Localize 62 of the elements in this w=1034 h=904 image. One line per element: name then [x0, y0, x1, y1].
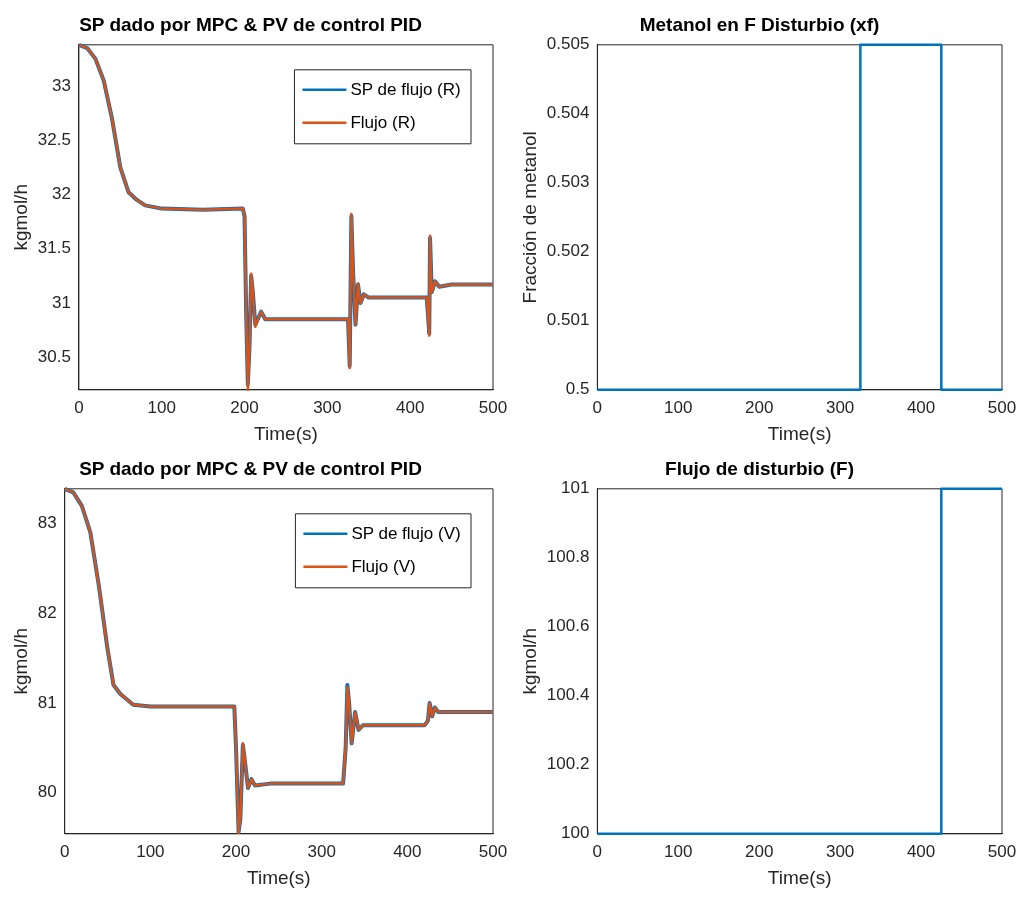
x-tick-label: 0 — [74, 397, 84, 417]
x-tick-label: 200 — [221, 841, 251, 861]
y-tick-label: 83 — [37, 513, 57, 533]
y-tick-label: 80 — [37, 782, 57, 802]
legend-label: Flujo (R) — [350, 113, 416, 133]
y-tick-label: 101 — [560, 478, 590, 498]
y-axis-title: kgmol/h — [9, 184, 31, 251]
y-tick-label: 33 — [51, 75, 71, 95]
x-tick-label: 400 — [393, 841, 422, 861]
y-tick-label: 100.2 — [546, 754, 590, 774]
x-tick-label: 500 — [987, 841, 1017, 861]
x-tick-label: 400 — [906, 841, 936, 861]
legend-label: Flujo (V) — [351, 557, 416, 577]
chart-title: SP dado por MPC & PV de control PID — [79, 13, 422, 35]
y-tick-label: 82 — [37, 603, 57, 623]
y-tick-label: 30.5 — [37, 346, 71, 366]
y-tick-label: 32 — [51, 184, 71, 204]
x-tick-label: 100 — [147, 397, 176, 417]
x-tick-label: 400 — [906, 397, 936, 417]
y-tick-label: 31 — [51, 292, 71, 312]
x-tick-label: 200 — [230, 397, 259, 417]
chart-title: Metanol en F Disturbio (xf) — [639, 13, 880, 35]
x-tick-label: 100 — [664, 397, 693, 417]
x-tick-label: 300 — [825, 397, 855, 417]
y-tick-label: 0.501 — [546, 310, 590, 330]
x-tick-label: 500 — [987, 397, 1017, 417]
x-tick-label: 400 — [395, 397, 425, 417]
x-tick-label: 500 — [478, 397, 508, 417]
y-tick-label: 0.502 — [546, 241, 590, 261]
y-tick-label: 0.505 — [546, 34, 590, 54]
x-tick-label: 300 — [313, 397, 342, 417]
x-axis-title: Time(s) — [767, 866, 832, 888]
x-axis-title: Time(s) — [767, 422, 832, 444]
y-tick-label: 81 — [37, 692, 57, 712]
y-tick-label: 100.4 — [546, 685, 590, 705]
x-tick-label: 100 — [136, 841, 165, 861]
x-tick-label: 0 — [592, 397, 603, 417]
y-axis-title: Fracción de metanol — [518, 131, 540, 304]
x-tick-label: 0 — [59, 841, 70, 861]
y-tick-label: 100.8 — [546, 547, 590, 567]
y-tick-label: 0.503 — [546, 172, 590, 192]
y-tick-label: 0.504 — [546, 103, 590, 123]
chart-title: Flujo de disturbio (F) — [665, 457, 854, 479]
x-tick-label: 300 — [307, 841, 336, 861]
x-axis-title: Time(s) — [247, 866, 311, 888]
x-tick-label: 300 — [825, 841, 855, 861]
y-tick-label: 100.6 — [546, 616, 590, 636]
x-tick-label: 200 — [745, 397, 774, 417]
y-tick-label: 100 — [560, 823, 590, 843]
y-axis-title: kgmol/h — [518, 628, 540, 695]
x-tick-label: 100 — [664, 841, 693, 861]
legend-label: SP de flujo (V) — [351, 524, 461, 544]
legend-label: SP de flujo (R) — [350, 80, 461, 100]
x-tick-label: 500 — [478, 841, 508, 861]
x-axis-title: Time(s) — [254, 422, 318, 444]
x-tick-label: 0 — [592, 841, 603, 861]
y-tick-label: 32.5 — [37, 129, 71, 149]
y-tick-label: 31.5 — [37, 238, 71, 258]
x-tick-label: 200 — [745, 841, 774, 861]
chart-title: SP dado por MPC & PV de control PID — [79, 457, 422, 479]
y-axis-title: kgmol/h — [9, 628, 31, 695]
y-tick-label: 0.5 — [565, 379, 590, 399]
